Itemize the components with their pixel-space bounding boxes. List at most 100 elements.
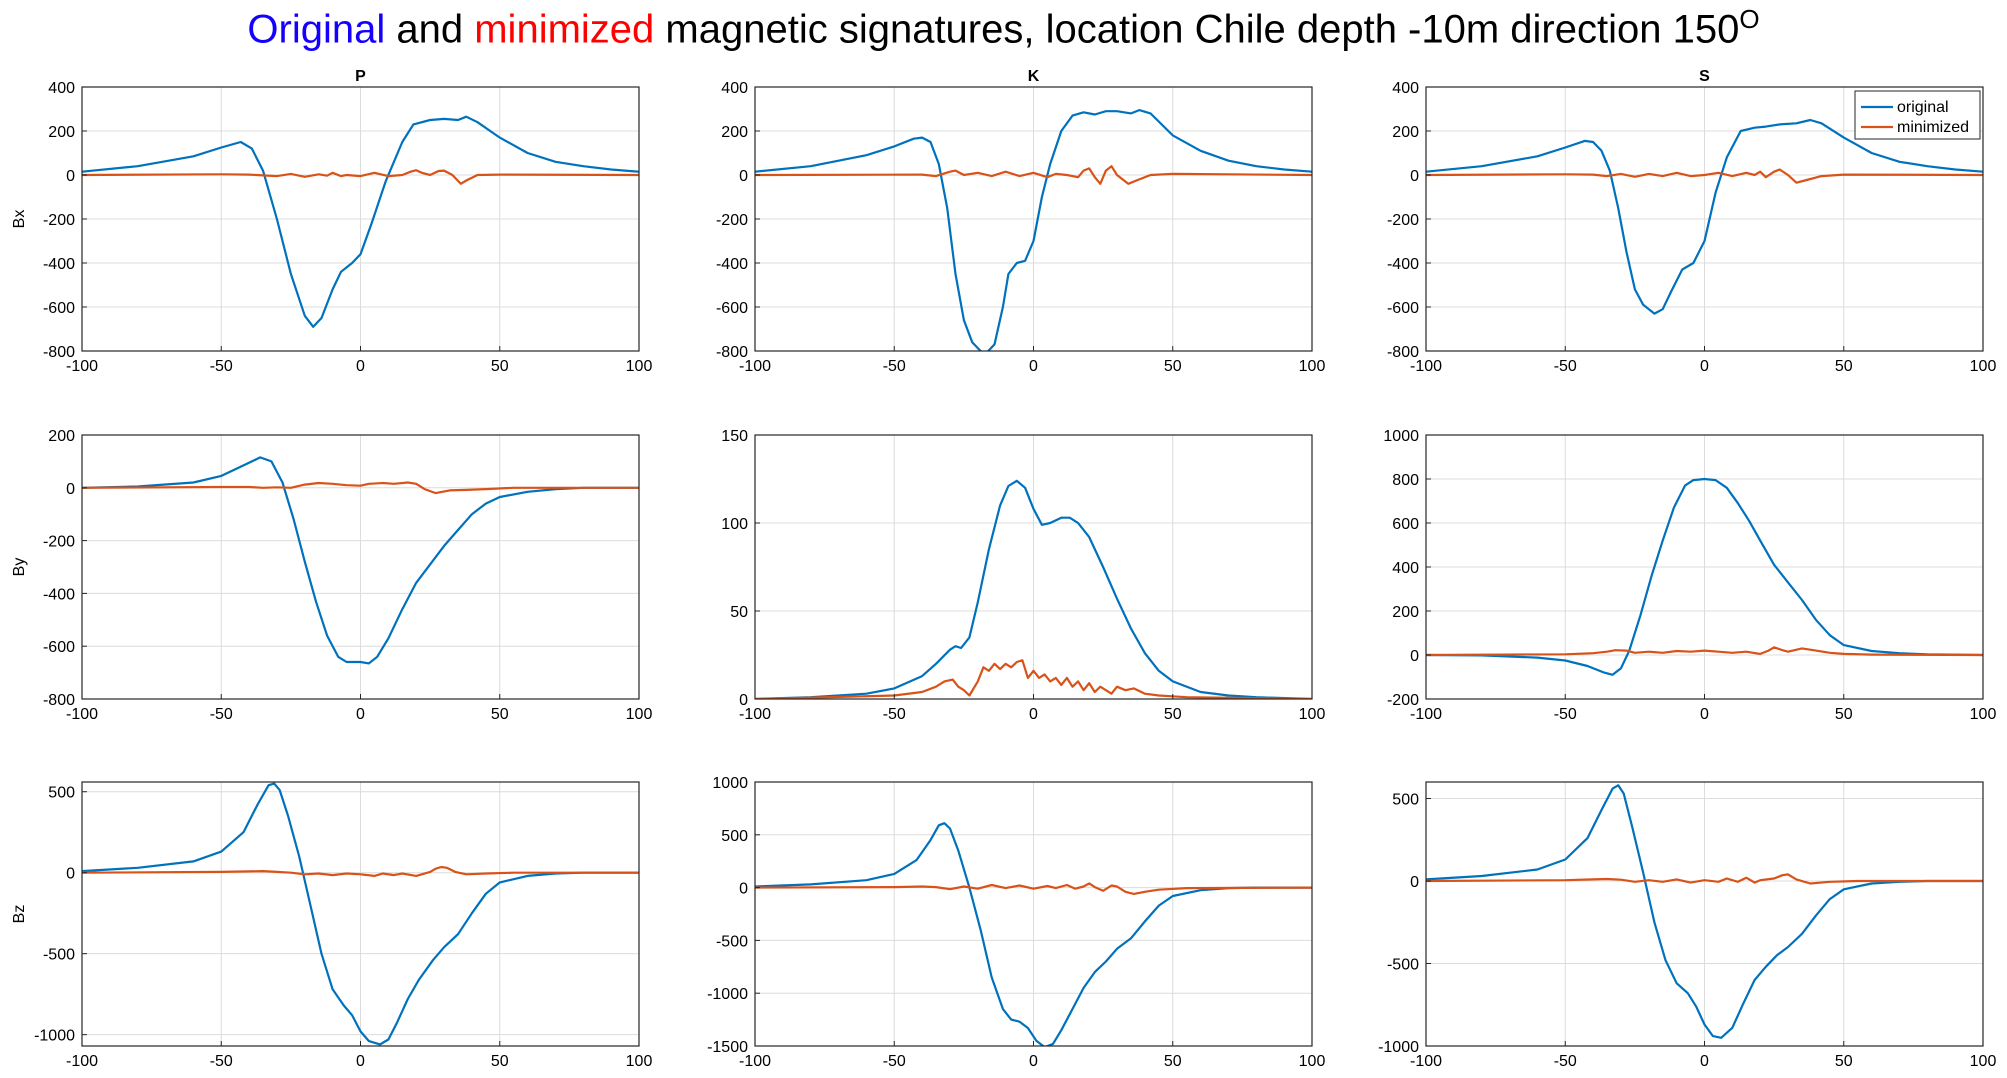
series-minimized-p-by bbox=[82, 481, 639, 495]
y-tick-label: 100 bbox=[721, 516, 748, 533]
x-tick-label: -100 bbox=[66, 358, 98, 375]
x-tick-label: 50 bbox=[491, 1053, 509, 1070]
y-tick-label: -400 bbox=[43, 256, 75, 273]
series-minimized-k-by bbox=[755, 659, 1312, 699]
x-tick-label: 0 bbox=[1700, 706, 1709, 723]
x-tick-label: 100 bbox=[626, 1053, 653, 1070]
x-tick-label: -50 bbox=[210, 706, 233, 723]
title-original-word: Original bbox=[247, 7, 386, 52]
x-tick-label: 0 bbox=[356, 1053, 365, 1070]
x-tick-label: -50 bbox=[210, 1053, 233, 1070]
x-tick-label: 100 bbox=[626, 706, 653, 723]
x-tick-label: -100 bbox=[739, 1053, 771, 1070]
figure-title: Original and minimized magnetic signatur… bbox=[0, 4, 2007, 52]
series-minimized-k-bz bbox=[755, 882, 1312, 895]
x-tick-label: -100 bbox=[1410, 706, 1442, 723]
y-tick-label: 0 bbox=[66, 866, 75, 883]
x-tick-label: 0 bbox=[1029, 706, 1038, 723]
y-tick-label: 200 bbox=[1392, 124, 1419, 141]
series-original-s-bx bbox=[1426, 118, 1983, 315]
y-tick-label: 0 bbox=[739, 881, 748, 898]
y-tick-label: 600 bbox=[1392, 516, 1419, 533]
x-tick-label: 0 bbox=[1700, 1053, 1709, 1070]
panel-title: P bbox=[355, 68, 366, 85]
y-tick-label: -500 bbox=[1387, 957, 1419, 974]
x-tick-label: 0 bbox=[1700, 358, 1709, 375]
x-tick-label: 0 bbox=[1029, 358, 1038, 375]
panel-s-bx: -100 -50 0 50 100 400 200 0 -200 -400 -600 -800 Sori… bbox=[1387, 68, 1996, 375]
y-tick-label: -200 bbox=[1387, 212, 1419, 229]
x-tick-label: -50 bbox=[1554, 706, 1577, 723]
x-tick-label: 50 bbox=[491, 706, 509, 723]
x-tick-label: 100 bbox=[1970, 358, 1997, 375]
x-tick-label: -50 bbox=[210, 358, 233, 375]
x-tick-label: 0 bbox=[356, 358, 365, 375]
panel-k-by: -100 -50 0 50 100 150 100 50 0 bbox=[721, 428, 1325, 723]
panel-k-bx: -100 -50 0 50 100 400 200 0 -200 -400 -600 -800 K bbox=[716, 68, 1325, 375]
y-tick-label: 500 bbox=[1392, 792, 1419, 809]
series-original-k-bx bbox=[755, 109, 1312, 351]
y-tick-label: -200 bbox=[43, 212, 75, 229]
title-rest: magnetic signatures, location Chile dept… bbox=[654, 7, 1740, 52]
y-tick-label: -600 bbox=[716, 300, 748, 317]
series-minimized-p-bz bbox=[82, 865, 639, 877]
y-tick-label: 0 bbox=[739, 692, 748, 709]
series-minimized-s-by bbox=[1426, 646, 1983, 657]
y-axis-label: Bx bbox=[11, 210, 28, 229]
x-tick-label: 100 bbox=[1970, 706, 1997, 723]
title-and-word: and bbox=[385, 7, 475, 52]
panel-s-by: -100 -50 0 50 100 1000 800 600 400 200 0 -200 bbox=[1383, 428, 1996, 723]
x-tick-label: 50 bbox=[491, 358, 509, 375]
x-tick-label: -50 bbox=[1554, 1053, 1577, 1070]
y-tick-label: 400 bbox=[1392, 80, 1419, 97]
y-tick-label: 0 bbox=[66, 481, 75, 498]
series-minimized-k-bx bbox=[755, 165, 1312, 185]
y-tick-label: -1500 bbox=[707, 1039, 748, 1056]
legend-label-original: original bbox=[1897, 99, 1949, 116]
series-minimized-s-bz bbox=[1426, 873, 1983, 885]
y-tick-label: -500 bbox=[43, 947, 75, 964]
x-tick-label: -50 bbox=[883, 1053, 906, 1070]
legend: original minimized bbox=[1854, 90, 1981, 140]
x-tick-label: 100 bbox=[626, 358, 653, 375]
x-tick-label: -100 bbox=[66, 1053, 98, 1070]
y-tick-label: 400 bbox=[1392, 560, 1419, 577]
x-tick-label: 100 bbox=[1299, 706, 1326, 723]
y-tick-label: 800 bbox=[1392, 472, 1419, 489]
title-minimized-word: minimized bbox=[474, 7, 655, 52]
y-tick-label: -400 bbox=[716, 256, 748, 273]
y-tick-label: -800 bbox=[43, 692, 75, 709]
series-original-p-bx bbox=[82, 115, 639, 328]
x-tick-label: -100 bbox=[1410, 1053, 1442, 1070]
y-tick-label: 1000 bbox=[712, 775, 748, 792]
panel-title: K bbox=[1028, 68, 1040, 85]
x-tick-label: 50 bbox=[1164, 706, 1182, 723]
y-tick-label: 400 bbox=[721, 80, 748, 97]
y-tick-label: -600 bbox=[43, 639, 75, 656]
x-tick-label: 100 bbox=[1299, 1053, 1326, 1070]
series-original-k-by bbox=[755, 479, 1312, 699]
y-tick-label: 1000 bbox=[1383, 428, 1419, 445]
x-tick-label: 50 bbox=[1835, 358, 1853, 375]
y-tick-label: 0 bbox=[66, 168, 75, 185]
series-original-p-by bbox=[82, 456, 639, 665]
y-tick-label: -400 bbox=[1387, 256, 1419, 273]
series-minimized-p-bx bbox=[82, 169, 639, 185]
series-original-s-by bbox=[1426, 477, 1983, 676]
y-tick-label: 500 bbox=[48, 785, 75, 802]
panel-p-by: -100 -50 0 50 100 200 0 -200 -400 -600 -800 By bbox=[11, 428, 652, 723]
x-tick-label: -50 bbox=[883, 358, 906, 375]
x-tick-label: 100 bbox=[1299, 358, 1326, 375]
y-tick-label: -800 bbox=[43, 344, 75, 361]
y-tick-label: 150 bbox=[721, 428, 748, 445]
y-tick-label: -200 bbox=[716, 212, 748, 229]
y-axis-label: By bbox=[11, 558, 28, 577]
x-tick-label: 50 bbox=[1835, 1053, 1853, 1070]
y-tick-label: -200 bbox=[1387, 692, 1419, 709]
x-tick-label: 50 bbox=[1835, 706, 1853, 723]
series-original-p-bz bbox=[82, 782, 639, 1046]
y-tick-label: 200 bbox=[721, 124, 748, 141]
